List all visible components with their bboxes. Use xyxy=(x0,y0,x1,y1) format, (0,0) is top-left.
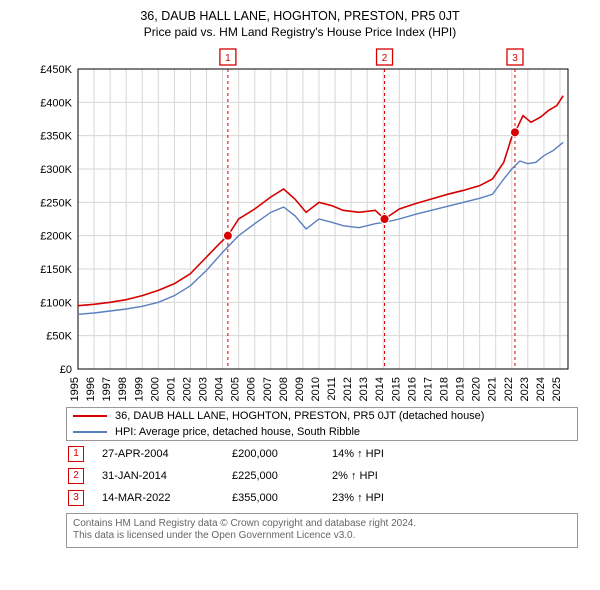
svg-text:£250K: £250K xyxy=(40,197,72,209)
copyright: Contains HM Land Registry data © Crown c… xyxy=(66,513,578,548)
svg-text:£300K: £300K xyxy=(40,164,72,176)
chart-title-line1: 36, DAUB HALL LANE, HOGHTON, PRESTON, PR… xyxy=(6,8,594,25)
event-row: 1 27-APR-2004 £200,000 14% ↑ HPI xyxy=(66,443,578,465)
event-marker-icon: 3 xyxy=(68,490,84,506)
svg-text:£0: £0 xyxy=(60,364,72,376)
svg-text:1997: 1997 xyxy=(101,377,113,401)
svg-text:1998: 1998 xyxy=(117,377,129,401)
svg-text:1996: 1996 xyxy=(85,377,97,401)
legend: 36, DAUB HALL LANE, HOGHTON, PRESTON, PR… xyxy=(66,407,578,441)
svg-text:£150K: £150K xyxy=(40,264,72,276)
svg-text:£200K: £200K xyxy=(40,231,72,243)
svg-text:1995: 1995 xyxy=(69,377,81,401)
svg-text:2010: 2010 xyxy=(310,377,322,401)
svg-text:2007: 2007 xyxy=(262,377,274,401)
legend-swatch-red xyxy=(73,415,107,417)
svg-text:2012: 2012 xyxy=(342,377,354,401)
svg-text:2020: 2020 xyxy=(471,377,483,401)
svg-text:2000: 2000 xyxy=(149,377,161,401)
svg-text:2001: 2001 xyxy=(165,377,177,401)
event-list: 1 27-APR-2004 £200,000 14% ↑ HPI 2 31-JA… xyxy=(66,443,578,509)
svg-text:2016: 2016 xyxy=(406,377,418,401)
copyright-line2: This data is licensed under the Open Gov… xyxy=(73,530,571,543)
event-price: £225,000 xyxy=(232,470,332,482)
svg-text:£100K: £100K xyxy=(40,297,72,309)
svg-text:1: 1 xyxy=(225,53,231,64)
chart: £0 £50K £100K £150K £200K £250K £300K £350K £400… xyxy=(20,43,580,403)
svg-text:2003: 2003 xyxy=(198,377,210,401)
svg-text:2: 2 xyxy=(382,53,388,64)
svg-text:2015: 2015 xyxy=(390,377,402,401)
svg-text:£350K: £350K xyxy=(40,131,72,143)
svg-text:2019: 2019 xyxy=(455,377,467,401)
event-row: 3 14-MAR-2022 £355,000 23% ↑ HPI xyxy=(66,487,578,509)
event-marker-icon: 1 xyxy=(68,446,84,462)
svg-text:1999: 1999 xyxy=(133,377,145,401)
event-pct: 14% ↑ HPI xyxy=(332,448,452,460)
svg-text:2024: 2024 xyxy=(535,377,547,401)
svg-text:£50K: £50K xyxy=(46,331,72,343)
legend-label-blue: HPI: Average price, detached house, Sout… xyxy=(115,426,360,438)
event-date: 27-APR-2004 xyxy=(102,448,232,460)
legend-swatch-blue xyxy=(73,431,107,433)
svg-text:2009: 2009 xyxy=(294,377,306,401)
svg-text:2018: 2018 xyxy=(439,377,451,401)
svg-text:£400K: £400K xyxy=(40,97,72,109)
event-price: £355,000 xyxy=(232,492,332,504)
event-marker-icon: 2 xyxy=(68,468,84,484)
svg-text:2023: 2023 xyxy=(519,377,531,401)
svg-text:2014: 2014 xyxy=(374,377,386,401)
svg-text:2011: 2011 xyxy=(326,377,338,401)
legend-row-blue: HPI: Average price, detached house, Sout… xyxy=(67,424,577,440)
svg-text:2025: 2025 xyxy=(551,377,563,401)
svg-text:2013: 2013 xyxy=(358,377,370,401)
svg-text:2021: 2021 xyxy=(487,377,499,401)
legend-row-red: 36, DAUB HALL LANE, HOGHTON, PRESTON, PR… xyxy=(67,408,577,424)
svg-text:2002: 2002 xyxy=(181,377,193,401)
copyright-line1: Contains HM Land Registry data © Crown c… xyxy=(73,518,571,531)
chart-title-line2: Price paid vs. HM Land Registry's House … xyxy=(6,25,594,39)
svg-text:3: 3 xyxy=(512,53,518,64)
event-date: 14-MAR-2022 xyxy=(102,492,232,504)
svg-text:2008: 2008 xyxy=(278,377,290,401)
legend-label-red: 36, DAUB HALL LANE, HOGHTON, PRESTON, PR… xyxy=(115,410,484,422)
event-pct: 23% ↑ HPI xyxy=(332,492,452,504)
svg-text:£450K: £450K xyxy=(40,64,72,76)
event-price: £200,000 xyxy=(232,448,332,460)
svg-text:2017: 2017 xyxy=(422,377,434,401)
svg-text:2006: 2006 xyxy=(246,377,258,401)
event-row: 2 31-JAN-2014 £225,000 2% ↑ HPI xyxy=(66,465,578,487)
svg-text:2022: 2022 xyxy=(503,377,515,401)
svg-text:2005: 2005 xyxy=(230,377,242,401)
event-pct: 2% ↑ HPI xyxy=(332,470,452,482)
svg-text:2004: 2004 xyxy=(214,377,226,401)
event-date: 31-JAN-2014 xyxy=(102,470,232,482)
